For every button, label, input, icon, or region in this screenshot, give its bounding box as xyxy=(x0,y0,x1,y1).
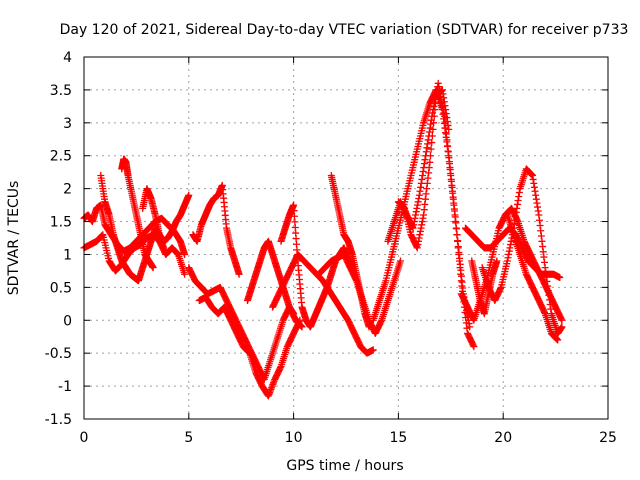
data-point xyxy=(458,278,466,286)
x-tick-label: 15 xyxy=(389,430,407,446)
series-arc-u xyxy=(468,257,501,318)
data-point xyxy=(444,142,452,150)
data-point xyxy=(426,158,434,166)
data-point xyxy=(446,166,454,174)
data-point xyxy=(427,145,435,153)
data-point xyxy=(466,323,474,331)
y-tick-label: 1 xyxy=(63,247,72,263)
data-point xyxy=(181,270,189,278)
data-point xyxy=(454,237,462,245)
data-point xyxy=(448,183,456,191)
data-point xyxy=(430,119,438,127)
data-point xyxy=(181,250,189,258)
data-point xyxy=(493,257,501,265)
data-points xyxy=(80,79,566,400)
data-point xyxy=(449,189,457,197)
data-point xyxy=(459,284,467,292)
y-tick-labels: -1.5 -1 -0.5 0 0.5 1 1.5 2 2.5 3 3.5 4 xyxy=(45,50,72,428)
series-arc-t xyxy=(503,211,562,344)
data-point xyxy=(456,254,464,262)
chart-title: Day 120 of 2021, Sidereal Day-to-day VTE… xyxy=(60,22,629,38)
data-point xyxy=(447,177,455,185)
data-point xyxy=(431,99,439,107)
series-arc-k xyxy=(277,201,360,331)
x-tick-labels: 0 5 10 15 20 25 xyxy=(80,430,617,446)
series-arc-p xyxy=(394,86,453,252)
y-tick-label: 3 xyxy=(63,116,72,132)
x-tick-label: 10 xyxy=(285,430,303,446)
data-point xyxy=(554,336,562,344)
series-arc-g xyxy=(189,181,243,278)
y-tick-label: 4 xyxy=(63,50,72,66)
data-point xyxy=(445,125,453,133)
plot-frame xyxy=(83,56,609,420)
data-point xyxy=(457,266,465,274)
data-point xyxy=(452,225,460,233)
x-tick-label: 25 xyxy=(599,430,617,446)
data-point xyxy=(447,171,455,179)
data-point xyxy=(451,207,459,215)
series-arc-h xyxy=(195,293,304,400)
y-tick-label: -1.5 xyxy=(45,412,72,428)
data-point xyxy=(429,125,437,133)
data-point xyxy=(185,191,193,199)
data-point xyxy=(431,106,439,114)
x-tick-label: 20 xyxy=(494,430,512,446)
x-axis-label: GPS time / hours xyxy=(286,458,403,474)
data-point xyxy=(455,248,463,256)
data-point xyxy=(428,139,436,147)
y-tick-label: 0 xyxy=(63,313,72,329)
data-point xyxy=(160,244,168,252)
data-point xyxy=(290,310,298,318)
data-point xyxy=(428,132,436,140)
y-tick-label: 1.5 xyxy=(50,215,72,231)
data-point xyxy=(452,219,460,227)
series-arc-e xyxy=(139,185,168,252)
series-arc-d xyxy=(118,155,157,272)
data-point xyxy=(456,260,464,268)
data-point xyxy=(445,154,453,162)
x-tick-label: 5 xyxy=(184,430,193,446)
series-arc-i xyxy=(243,237,298,318)
data-point xyxy=(149,264,157,272)
data-point xyxy=(451,213,459,221)
data-point xyxy=(558,316,566,324)
data-point xyxy=(453,231,461,239)
data-point xyxy=(444,148,452,156)
data-point xyxy=(369,346,377,354)
y-axis-label: SDTVAR / TECUs xyxy=(6,181,22,296)
series-arc-r xyxy=(461,224,564,281)
data-point xyxy=(430,112,438,120)
y-tick-label: 3.5 xyxy=(50,83,72,99)
data-point xyxy=(457,272,465,280)
data-point xyxy=(426,152,434,160)
series-arc-s xyxy=(478,165,566,337)
data-point xyxy=(296,316,304,324)
y-tick-label: 2.5 xyxy=(50,149,72,165)
y-tick-label: -1 xyxy=(58,379,72,395)
data-point xyxy=(470,343,478,351)
data-point xyxy=(558,323,566,331)
x-tick-label: 0 xyxy=(80,430,89,446)
data-point xyxy=(235,270,243,278)
data-point xyxy=(450,201,458,209)
data-point xyxy=(454,243,462,251)
y-tick-label: -0.5 xyxy=(45,346,72,362)
data-point xyxy=(442,130,450,138)
series-arc-m xyxy=(315,250,404,337)
data-point xyxy=(449,195,457,203)
data-point xyxy=(556,273,564,281)
y-tick-label: 0.5 xyxy=(50,280,72,296)
data-point xyxy=(443,136,451,144)
axis-ticks xyxy=(83,56,609,420)
data-point xyxy=(396,257,404,265)
series-arc-c xyxy=(97,171,193,285)
y-tick-label: 2 xyxy=(63,182,72,198)
data-point xyxy=(446,160,454,168)
